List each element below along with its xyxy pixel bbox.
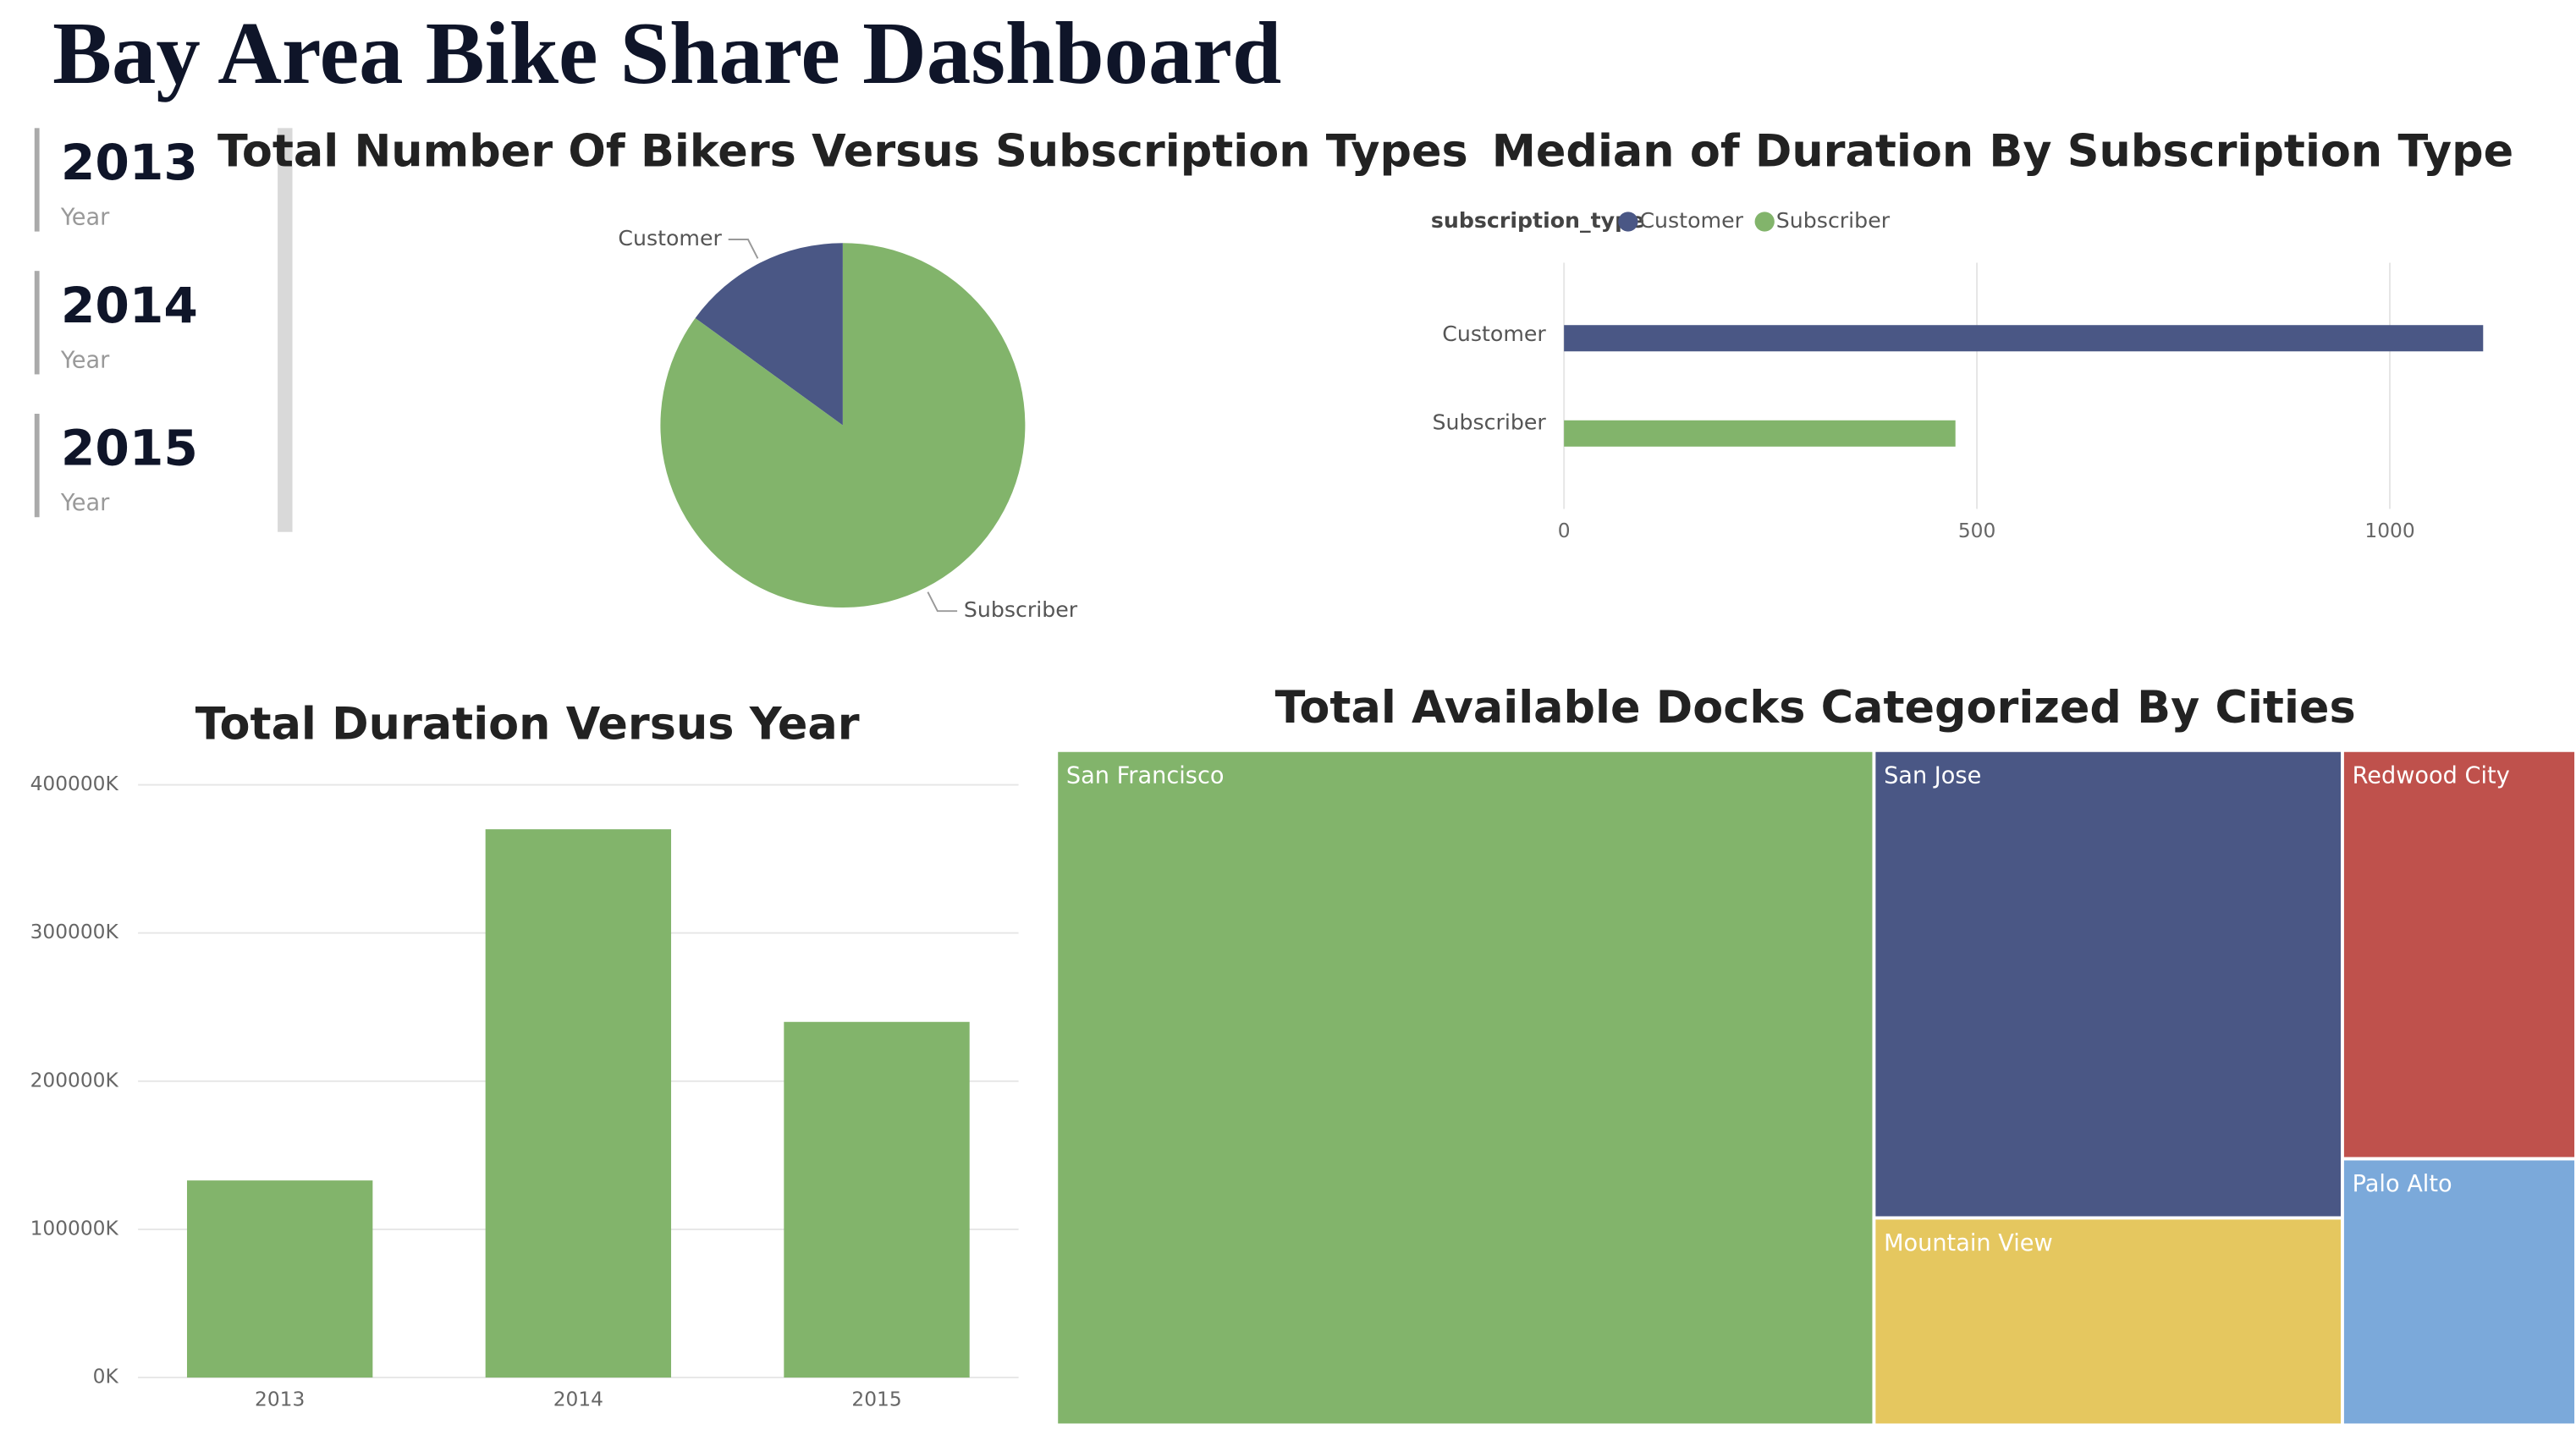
- chart-title: Median of Duration By Subscription Type: [1492, 125, 2513, 177]
- leader-line: [728, 239, 759, 259]
- legend-title: subscription_type: [1431, 208, 1644, 233]
- cell-label: Palo Alto: [2353, 1171, 2452, 1197]
- dashboard-title: Bay Area Bike Share Dashboard: [52, 4, 1281, 102]
- slicer-label: Year: [60, 205, 110, 231]
- y-tick-label: 400000K: [30, 772, 119, 795]
- y-tick-label: 300000K: [30, 921, 119, 943]
- treemap-cell[interactable]: [1872, 748, 2344, 1220]
- x-tick-label: 1000: [2364, 520, 2414, 542]
- slice-label: Subscriber: [964, 597, 1078, 622]
- legend-label[interactable]: Subscriber: [1776, 208, 1891, 233]
- slicer-card-bar: [34, 271, 40, 375]
- slice-label: Customer: [618, 226, 722, 250]
- slicer-label: Year: [60, 490, 110, 516]
- pie-slice[interactable]: [660, 243, 1026, 608]
- legend-swatch[interactable]: [1754, 212, 1775, 232]
- y-tick-label: 0K: [93, 1366, 119, 1388]
- y-tick-label: Subscriber: [1432, 410, 1546, 435]
- treemap-cell[interactable]: [1872, 1216, 2344, 1427]
- bar[interactable]: [784, 1021, 970, 1378]
- y-tick-label: 200000K: [30, 1069, 119, 1091]
- slicer-year[interactable]: 2014: [61, 277, 198, 334]
- chart-title: Total Duration Versus Year: [195, 699, 860, 750]
- cell-label: Mountain View: [1884, 1230, 2053, 1256]
- y-tick-label: Customer: [1442, 322, 1546, 346]
- x-tick-label: 2013: [255, 1388, 305, 1411]
- slicer-year[interactable]: 2013: [61, 134, 198, 191]
- y-tick-label: 100000K: [30, 1217, 119, 1240]
- slicer-year[interactable]: 2015: [61, 420, 198, 477]
- leader-line: [927, 591, 958, 613]
- bar[interactable]: [186, 1180, 373, 1378]
- legend-swatch[interactable]: [1618, 212, 1638, 232]
- pie-slice[interactable]: [695, 243, 843, 426]
- x-tick-label: 2014: [553, 1388, 603, 1411]
- legend-label[interactable]: Customer: [1639, 208, 1743, 233]
- treemap-cell[interactable]: [2341, 1157, 2576, 1427]
- bar[interactable]: [1564, 325, 2484, 352]
- slicer-card-bar: [34, 128, 40, 232]
- x-tick-label: 2015: [851, 1388, 901, 1411]
- slicer-label: Year: [60, 347, 110, 373]
- bar[interactable]: [1564, 420, 1956, 447]
- cell-label: San Francisco: [1066, 762, 1225, 789]
- treemap-cell[interactable]: [2341, 748, 2576, 1161]
- chart-title: Total Available Docks Categorized By Cit…: [1275, 682, 2356, 734]
- cell-label: San Jose: [1884, 762, 1981, 789]
- scrollbar[interactable]: [278, 128, 293, 532]
- treemap-cell[interactable]: [1054, 748, 1876, 1427]
- bar[interactable]: [485, 829, 672, 1378]
- x-tick-label: 500: [1958, 520, 1995, 542]
- slicer-card-bar: [34, 414, 40, 518]
- chart-title: Total Number Of Bikers Versus Subscripti…: [217, 125, 1468, 177]
- cell-label: Redwood City: [2353, 762, 2510, 789]
- x-tick-label: 0: [1558, 520, 1571, 542]
